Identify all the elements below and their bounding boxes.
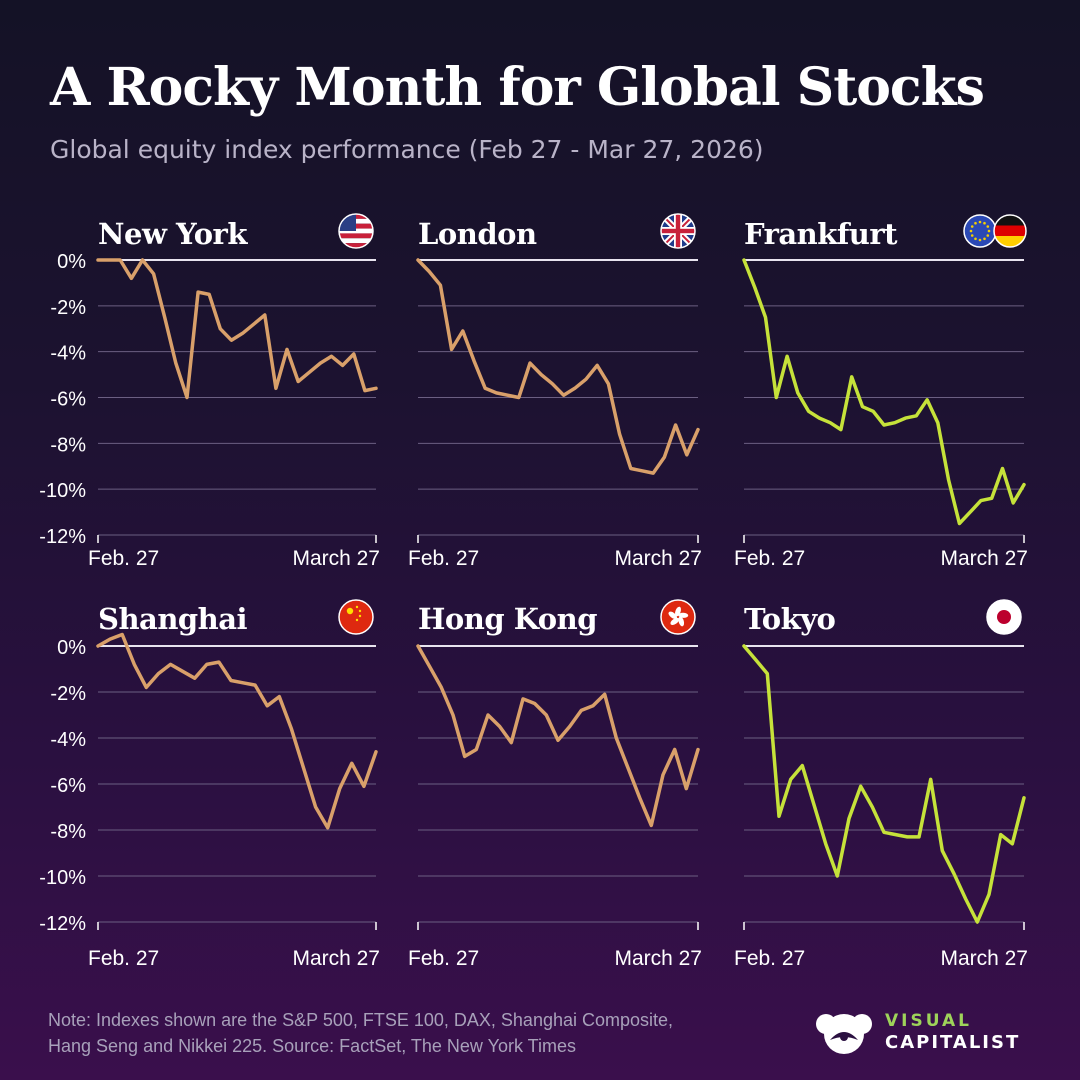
y-tick-label: -8% <box>50 821 86 843</box>
visual-capitalist-logo: VISUAL CAPITALIST <box>812 1008 1042 1058</box>
eu-flag-icon <box>963 214 997 248</box>
logo-text-visual: VISUAL <box>885 1011 972 1031</box>
y-tick-label: -10% <box>39 867 86 889</box>
x-start-label: Feb. 27 <box>408 547 479 570</box>
logo-text-capitalist: CAPITALIST <box>885 1032 1021 1053</box>
series-line <box>742 258 1026 526</box>
x-end-label: March 27 <box>940 947 1028 970</box>
footer-note-line-1: Note: Indexes shown are the S&P 500, FTS… <box>48 1010 674 1030</box>
hong-kong-flag-icon <box>660 599 696 635</box>
chart-hong-kong: Feb. 27 March 27 Hong Kong <box>408 599 702 970</box>
y-tick-label: -2% <box>50 297 86 319</box>
chart-shanghai: 0% -2% -4% -6% -8% -10% -12%Feb. 27 March 27 Sha… <box>39 599 380 970</box>
y-tick-label: -10% <box>39 480 86 502</box>
x-end-label: March 27 <box>292 947 380 970</box>
page-subtitle: Global equity index performance (Feb 27 … <box>50 135 764 164</box>
charts-grid: 0%-2%-4%-6%-8%-10%-12%Feb. 27 March 27New… <box>39 213 1028 970</box>
chart-title: New York <box>98 217 248 251</box>
footer-note-line-2: Hang Seng and Nikkei 225. Source: FactSe… <box>48 1036 576 1056</box>
chart-title: Frankfurt <box>744 217 898 251</box>
series-line <box>96 632 378 830</box>
us-flag-icon <box>338 213 374 249</box>
series-line <box>416 258 700 475</box>
x-start-label: Feb. 27 <box>88 547 159 570</box>
x-end-label: March 27 <box>940 547 1028 570</box>
y-tick-label: -6% <box>50 389 86 411</box>
chart-frankfurt: Feb. 27 March 27 Frankfurt <box>734 214 1028 570</box>
y-tick-label: -8% <box>50 434 86 456</box>
china-flag-icon <box>338 599 374 635</box>
chart-london: Feb. 27 March 27 London <box>408 213 702 570</box>
y-tick-label: -4% <box>50 729 86 751</box>
germany-flag-icon <box>993 214 1027 248</box>
chart-title: Tokyo <box>744 602 836 636</box>
visual-capitalist-logo-icon <box>816 1014 872 1054</box>
x-start-label: Feb. 27 <box>734 547 805 570</box>
chart-title: Shanghai <box>98 602 248 636</box>
series-line <box>416 644 700 828</box>
uk-flag-icon <box>660 213 696 249</box>
x-end-label: March 27 <box>614 547 702 570</box>
y-tick-label: 0% <box>57 637 86 659</box>
x-end-label: March 27 <box>292 547 380 570</box>
y-tick-label: -12% <box>39 526 86 548</box>
y-tick-label: -4% <box>50 343 86 365</box>
chart-title: Hong Kong <box>418 602 597 636</box>
x-start-label: Feb. 27 <box>734 947 805 970</box>
y-tick-label: 0% <box>57 251 86 273</box>
footer-note: Note: Indexes shown are the S&P 500, FTS… <box>48 1007 788 1059</box>
series-line <box>742 644 1026 924</box>
chart-new-york: 0% -2% -4% -6% -8% -10% -12%Feb. 27 March 27 New… <box>39 213 380 570</box>
page-title: A Rocky Month for Global Stocks <box>50 57 985 118</box>
japan-flag-icon <box>986 599 1022 635</box>
y-tick-label: -6% <box>50 775 86 797</box>
series-line <box>96 258 378 400</box>
y-tick-label: -12% <box>39 913 86 935</box>
chart-tokyo: Feb. 27 March 27 Tokyo <box>734 599 1028 970</box>
chart-title: London <box>418 217 537 251</box>
x-start-label: Feb. 27 <box>408 947 479 970</box>
y-tick-label: -2% <box>50 683 86 705</box>
x-end-label: March 27 <box>614 947 702 970</box>
x-start-label: Feb. 27 <box>88 947 159 970</box>
